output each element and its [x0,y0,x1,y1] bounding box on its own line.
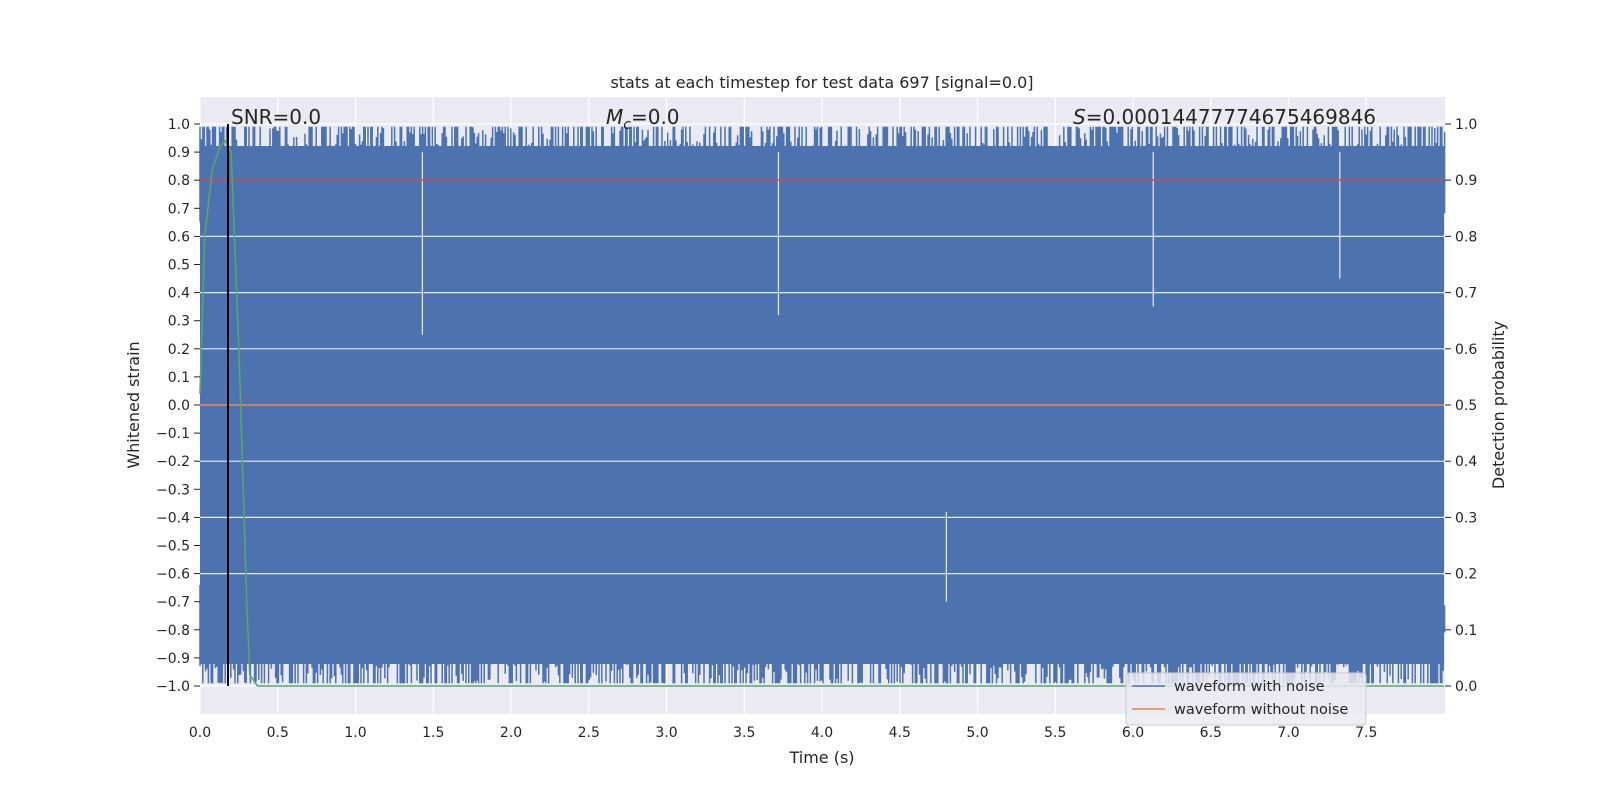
y-tick-label-14: −0.4 [156,510,190,526]
chirp-mass-subscript: c [623,117,631,133]
y2-tick-label-8: 0.2 [1455,567,1477,583]
series-lines [199,124,1444,687]
y2-tick-label-0: 1.0 [1455,117,1477,133]
y-tick-label-10: 0.0 [168,398,190,414]
y-tick-label-13: −0.3 [156,482,190,498]
noise-upper-spikes [199,126,1446,251]
y-tick-label-18: −0.8 [156,623,190,639]
y-tick-label-2: 0.8 [168,173,190,189]
y-axis-label: Whitened strain [124,341,143,468]
x-tick-label-12: 6.0 [1122,725,1144,741]
y2-tick-label-10: 0.0 [1455,679,1477,695]
y-tick-label-7: 0.3 [168,314,190,330]
annotation-s: S=0.00014477774675469846 [1073,105,1376,129]
y-tick-label-20: −1.0 [156,679,190,695]
legend-label-noise: waveform with noise [1174,679,1325,695]
y2-tick-label-6: 0.4 [1455,454,1477,470]
x-tick-label-2: 1.0 [344,725,366,741]
x-tick-label-8: 4.0 [811,725,833,741]
x-tick-label-6: 3.0 [655,725,677,741]
x-tick-label-10: 5.0 [966,725,988,741]
x-tick-label-14: 7.0 [1277,725,1299,741]
y2-tick-label-3: 0.7 [1455,286,1477,302]
legend-box [1125,672,1367,726]
y2-tick-label-2: 0.8 [1455,229,1477,245]
y-tick-label-15: −0.5 [156,539,190,555]
y-tick-label-8: 0.2 [168,342,190,358]
x-tick-label-11: 5.5 [1044,725,1066,741]
x-tick-label-5: 2.5 [578,725,600,741]
y-tick-label-5: 0.5 [168,258,190,274]
y2-axis-label: Detection probability [1489,321,1508,489]
x-axis-label: Time (s) [788,748,854,767]
y-tick-label-1: 0.9 [168,145,190,161]
annotation-chirp-mass: Mc=0.0 [606,105,680,133]
legend: waveform with noise waveform without noi… [1125,672,1367,726]
x-tick-label-7: 3.5 [733,725,755,741]
x-tick-label-15: 7.5 [1355,725,1377,741]
chirp-mass-value: =0.0 [631,105,680,129]
y-tick-label-11: −0.1 [156,426,190,442]
y2-tick-label-5: 0.5 [1455,398,1477,414]
y-tick-label-16: −0.6 [156,567,190,583]
chirp-mass-symbol: M [606,105,623,129]
y-tick-label-3: 0.7 [168,201,190,217]
annotation-snr: SNR=0.0 [231,105,321,129]
chart-title: stats at each timestep for test data 697… [610,73,1033,92]
x-tick-label-1: 0.5 [267,725,289,741]
y2-tick-label-9: 0.1 [1455,623,1477,639]
legend-label-clean: waveform without noise [1174,702,1348,718]
s-symbol: S [1073,105,1086,129]
x-tick-label-9: 4.5 [889,725,911,741]
x-tick-label-3: 1.5 [422,725,444,741]
y-tick-label-19: −0.9 [156,651,190,667]
series-line-detection-probability [199,139,1444,687]
y2-tick-label-1: 0.9 [1455,173,1477,189]
y-tick-label-0: 1.0 [168,117,190,133]
noise-lower-spikes [199,573,1446,684]
y-tick-label-17: −0.7 [156,595,190,611]
y2-tick-label-7: 0.3 [1455,510,1477,526]
y-tick-label-4: 0.6 [168,229,190,245]
x-tick-label-13: 6.5 [1200,725,1222,741]
y-tick-label-12: −0.2 [156,454,190,470]
s-value: =0.00014477774675469846 [1086,105,1376,129]
y-tick-label-9: 0.1 [168,370,190,386]
y2-tick-label-4: 0.6 [1455,342,1477,358]
y-tick-label-6: 0.4 [168,286,190,302]
x-tick-label-4: 2.0 [500,725,522,741]
x-tick-label-0: 0.0 [189,725,211,741]
axis-ticks: 0.0 0.5 1.0 1.5 2.0 2.5 3.0 3.5 4.0 4.5 5.0 5.5 6.0 6… [156,117,1477,741]
